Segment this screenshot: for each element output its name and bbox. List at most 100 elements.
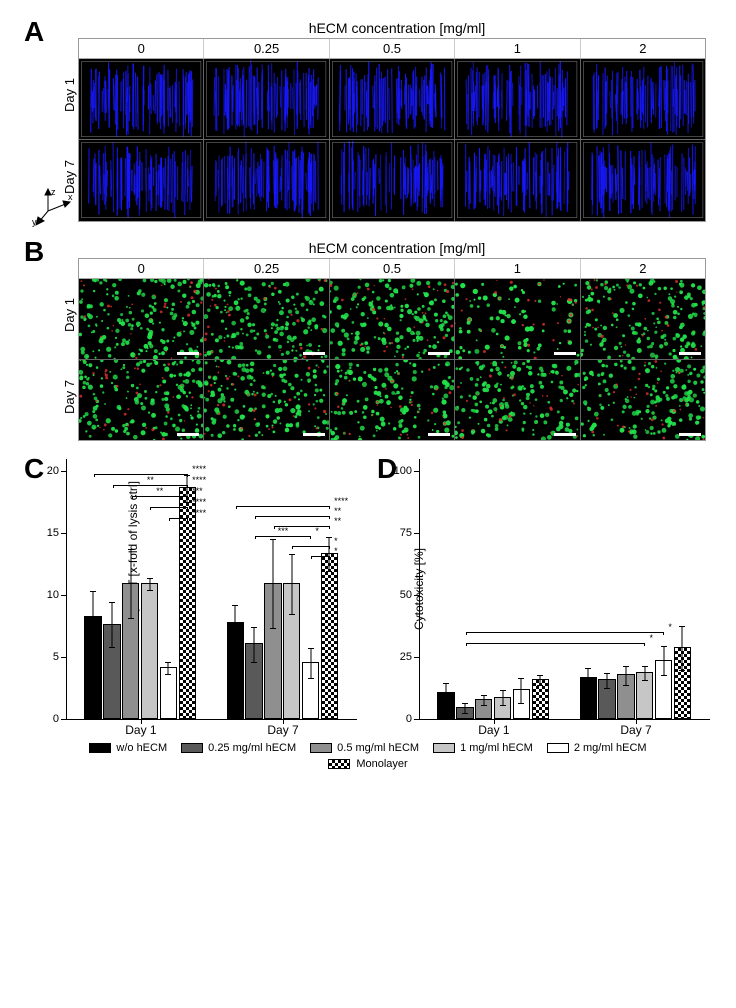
y-tick-label: 20 [37,465,59,477]
panel-b-col-header: 0 [79,259,204,278]
bar [475,699,492,719]
legend-swatch [181,743,203,753]
panel-b-image [204,360,329,440]
bar [245,643,262,719]
svg-text:z: z [51,187,56,197]
panel-b-image [455,279,580,359]
y-tick-label: 10 [37,589,59,601]
bar [598,679,615,719]
panel-a-row-label: Day 1 [62,78,77,112]
panel-b-col-header: 1 [455,259,580,278]
panel-b-image [79,360,204,440]
bar [636,672,653,719]
panel-b-image [581,279,705,359]
panel-a-grid: 00.250.512 [78,38,706,222]
chart-d: Cytotoxicity [%] ** 0255075100Day 1Day 7 [419,459,710,720]
panel-a-image [455,59,580,139]
bar [437,692,454,719]
bar [141,583,158,719]
y-tick-label: 0 [390,713,412,725]
scalebar [554,433,576,436]
x-group-label: Day 1 [478,723,509,737]
bar [532,679,549,719]
panel-a-image [330,59,455,139]
panel-b-grid: 00.250.512 [78,258,706,442]
panel-b-image [330,360,455,440]
legend-swatch [310,743,332,753]
legend-label: 0.25 mg/ml hECM [208,742,296,754]
legend-monolayer-label: Monolayer [356,758,407,770]
panel-a-col-header: 0.5 [330,39,455,58]
panel-b-label: B [24,236,44,268]
panel-a-image [204,59,329,139]
legend-swatch [433,743,455,753]
panel-a-col-header: 0.25 [204,39,329,58]
scalebar [303,433,325,436]
scalebar [177,433,199,436]
bar [122,583,139,719]
legend-item: 2 mg/ml hECM [547,742,647,754]
bar [264,583,281,719]
panel-b-col-header: 0.5 [330,259,455,278]
scalebar [554,352,576,355]
panel-b-image [581,360,705,440]
panel-b-col-header: 0.25 [204,259,329,278]
bar [456,707,473,719]
panel-b-row-label: Day 1 [62,298,77,332]
panel-a-col-header: 0 [79,39,204,58]
bar [302,662,319,719]
bar [617,674,634,719]
bar [179,487,196,719]
panel-a-row-label: Day 7 [62,160,77,194]
bar [494,697,511,719]
bar [321,553,338,719]
bar [103,624,120,719]
y-tick-label: 25 [390,651,412,663]
y-tick-label: 0 [37,713,59,725]
panel-b: B hECM concentration [mg/ml] 00.250.512 … [20,240,716,442]
bar [84,616,101,719]
y-tick-label: 15 [37,527,59,539]
panel-a-image [330,140,455,220]
panel-c: C Metabolic activity XTT [x-fold of lysi… [20,459,363,720]
panel-a-image [204,140,329,220]
y-tick-label: 100 [390,465,412,477]
panel-a-col-header: 2 [581,39,705,58]
legend-item: 0.5 mg/ml hECM [310,742,419,754]
panel-b-image [79,279,204,359]
panel-d: D Cytotoxicity [%] ** 0255075100Day 1Day… [373,459,716,720]
bar [655,660,672,719]
panel-a-image [581,59,705,139]
panel-a-label: A [24,16,44,48]
panel-a-title: hECM concentration [mg/ml] [78,20,716,36]
svg-text:y: y [32,217,37,227]
legend-item: 0.25 mg/ml hECM [181,742,296,754]
scalebar [303,352,325,355]
bar [580,677,597,719]
y-tick-label: 5 [37,651,59,663]
scalebar [428,433,450,436]
legend-swatch [547,743,569,753]
bar [513,689,530,719]
legend-label: 2 mg/ml hECM [574,742,647,754]
legend-item: 1 mg/ml hECM [433,742,533,754]
legend-swatch [89,743,111,753]
panel-b-title: hECM concentration [mg/ml] [78,240,716,256]
chart-c: Metabolic activity XTT [x-fold of lysis … [66,459,357,720]
bar [227,622,244,719]
bar [283,583,300,719]
legend-label: 0.5 mg/ml hECM [337,742,419,754]
panel-b-image [330,279,455,359]
panel-b-col-header: 2 [581,259,705,278]
panel-a-image [79,140,204,220]
legend-label: w/o hECM [116,742,167,754]
panel-a-image [79,59,204,139]
x-group-label: Day 7 [267,723,298,737]
scalebar [428,352,450,355]
legend-item: w/o hECM [89,742,167,754]
y-tick-label: 75 [390,527,412,539]
y-tick-label: 50 [390,589,412,601]
charts-row: C Metabolic activity XTT [x-fold of lysi… [20,459,716,720]
legend-label: 1 mg/ml hECM [460,742,533,754]
scalebar [679,352,701,355]
